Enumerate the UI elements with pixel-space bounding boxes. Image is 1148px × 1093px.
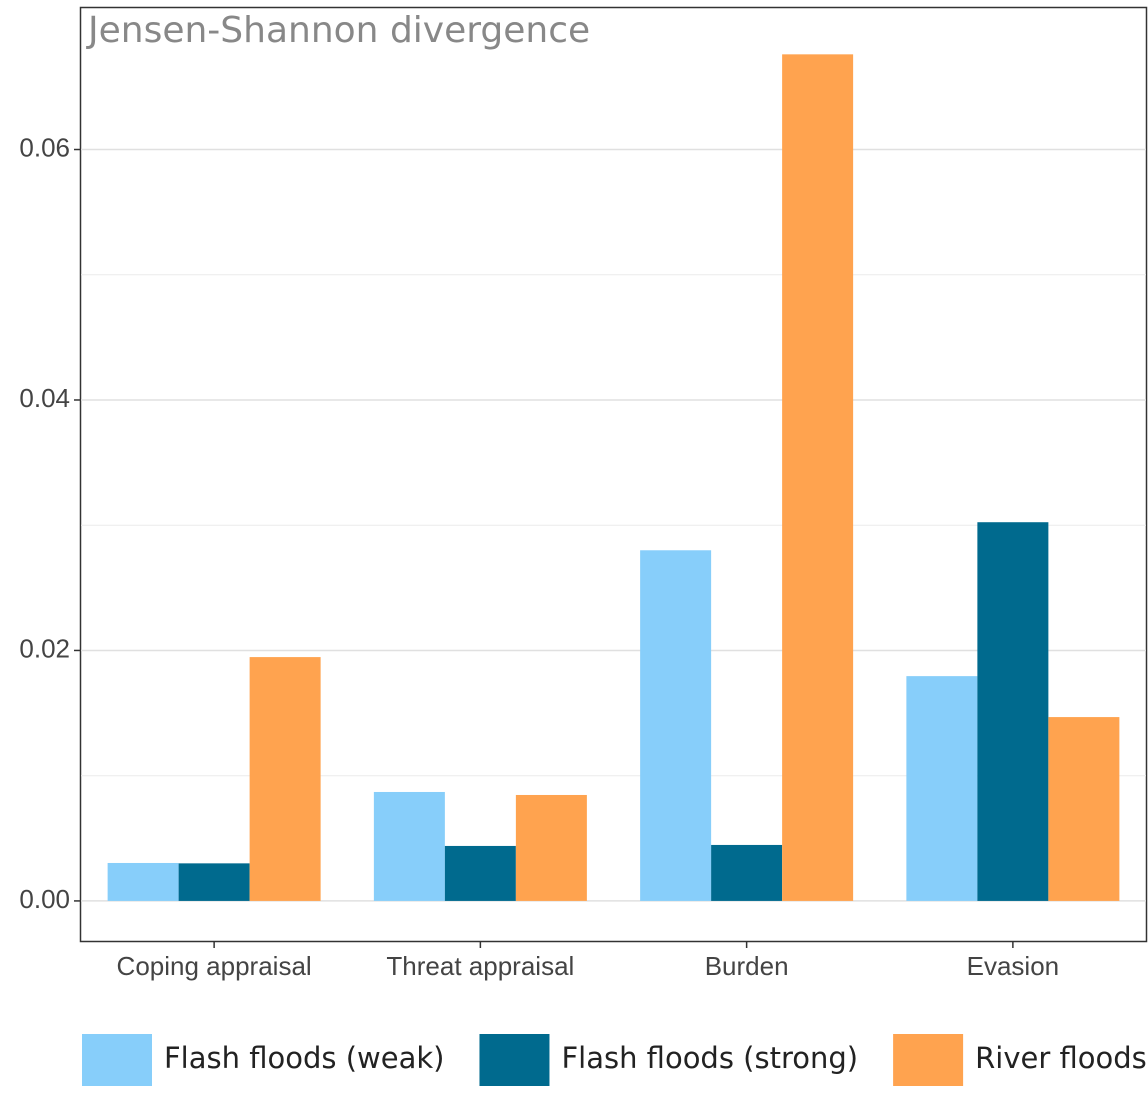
legend: Flash floods (weak) Flash floods (strong)… xyxy=(82,1034,1147,1086)
legend-label: Flash floods (strong) xyxy=(561,1041,858,1075)
legend-label: River floods xyxy=(975,1041,1147,1075)
x-tick-label: Evasion xyxy=(967,951,1060,981)
x-tick-label: Burden xyxy=(705,951,789,981)
bar xyxy=(107,862,179,901)
y-tick-label: 0.06 xyxy=(19,132,70,162)
bar xyxy=(249,657,321,901)
legend-swatch xyxy=(893,1034,964,1086)
bar xyxy=(178,863,250,901)
bar xyxy=(711,844,783,901)
bar xyxy=(640,550,712,901)
legend-swatch xyxy=(479,1034,550,1086)
chart-title: Jensen-Shannon divergence xyxy=(86,10,590,51)
bar xyxy=(373,791,445,901)
x-tick-label: Coping appraisal xyxy=(117,951,312,981)
bar xyxy=(1048,717,1120,901)
bar xyxy=(515,794,587,901)
y-tick-label: 0.04 xyxy=(19,383,70,413)
bar xyxy=(977,522,1049,901)
legend-label: Flash floods (weak) xyxy=(164,1041,444,1075)
bar xyxy=(906,676,978,901)
y-tick-label: 0.00 xyxy=(19,884,70,914)
legend-swatch xyxy=(82,1034,152,1086)
bar xyxy=(444,845,516,901)
y-tick-label: 0.02 xyxy=(19,633,70,663)
x-tick-label: Threat appraisal xyxy=(386,951,574,981)
bar xyxy=(782,54,854,901)
